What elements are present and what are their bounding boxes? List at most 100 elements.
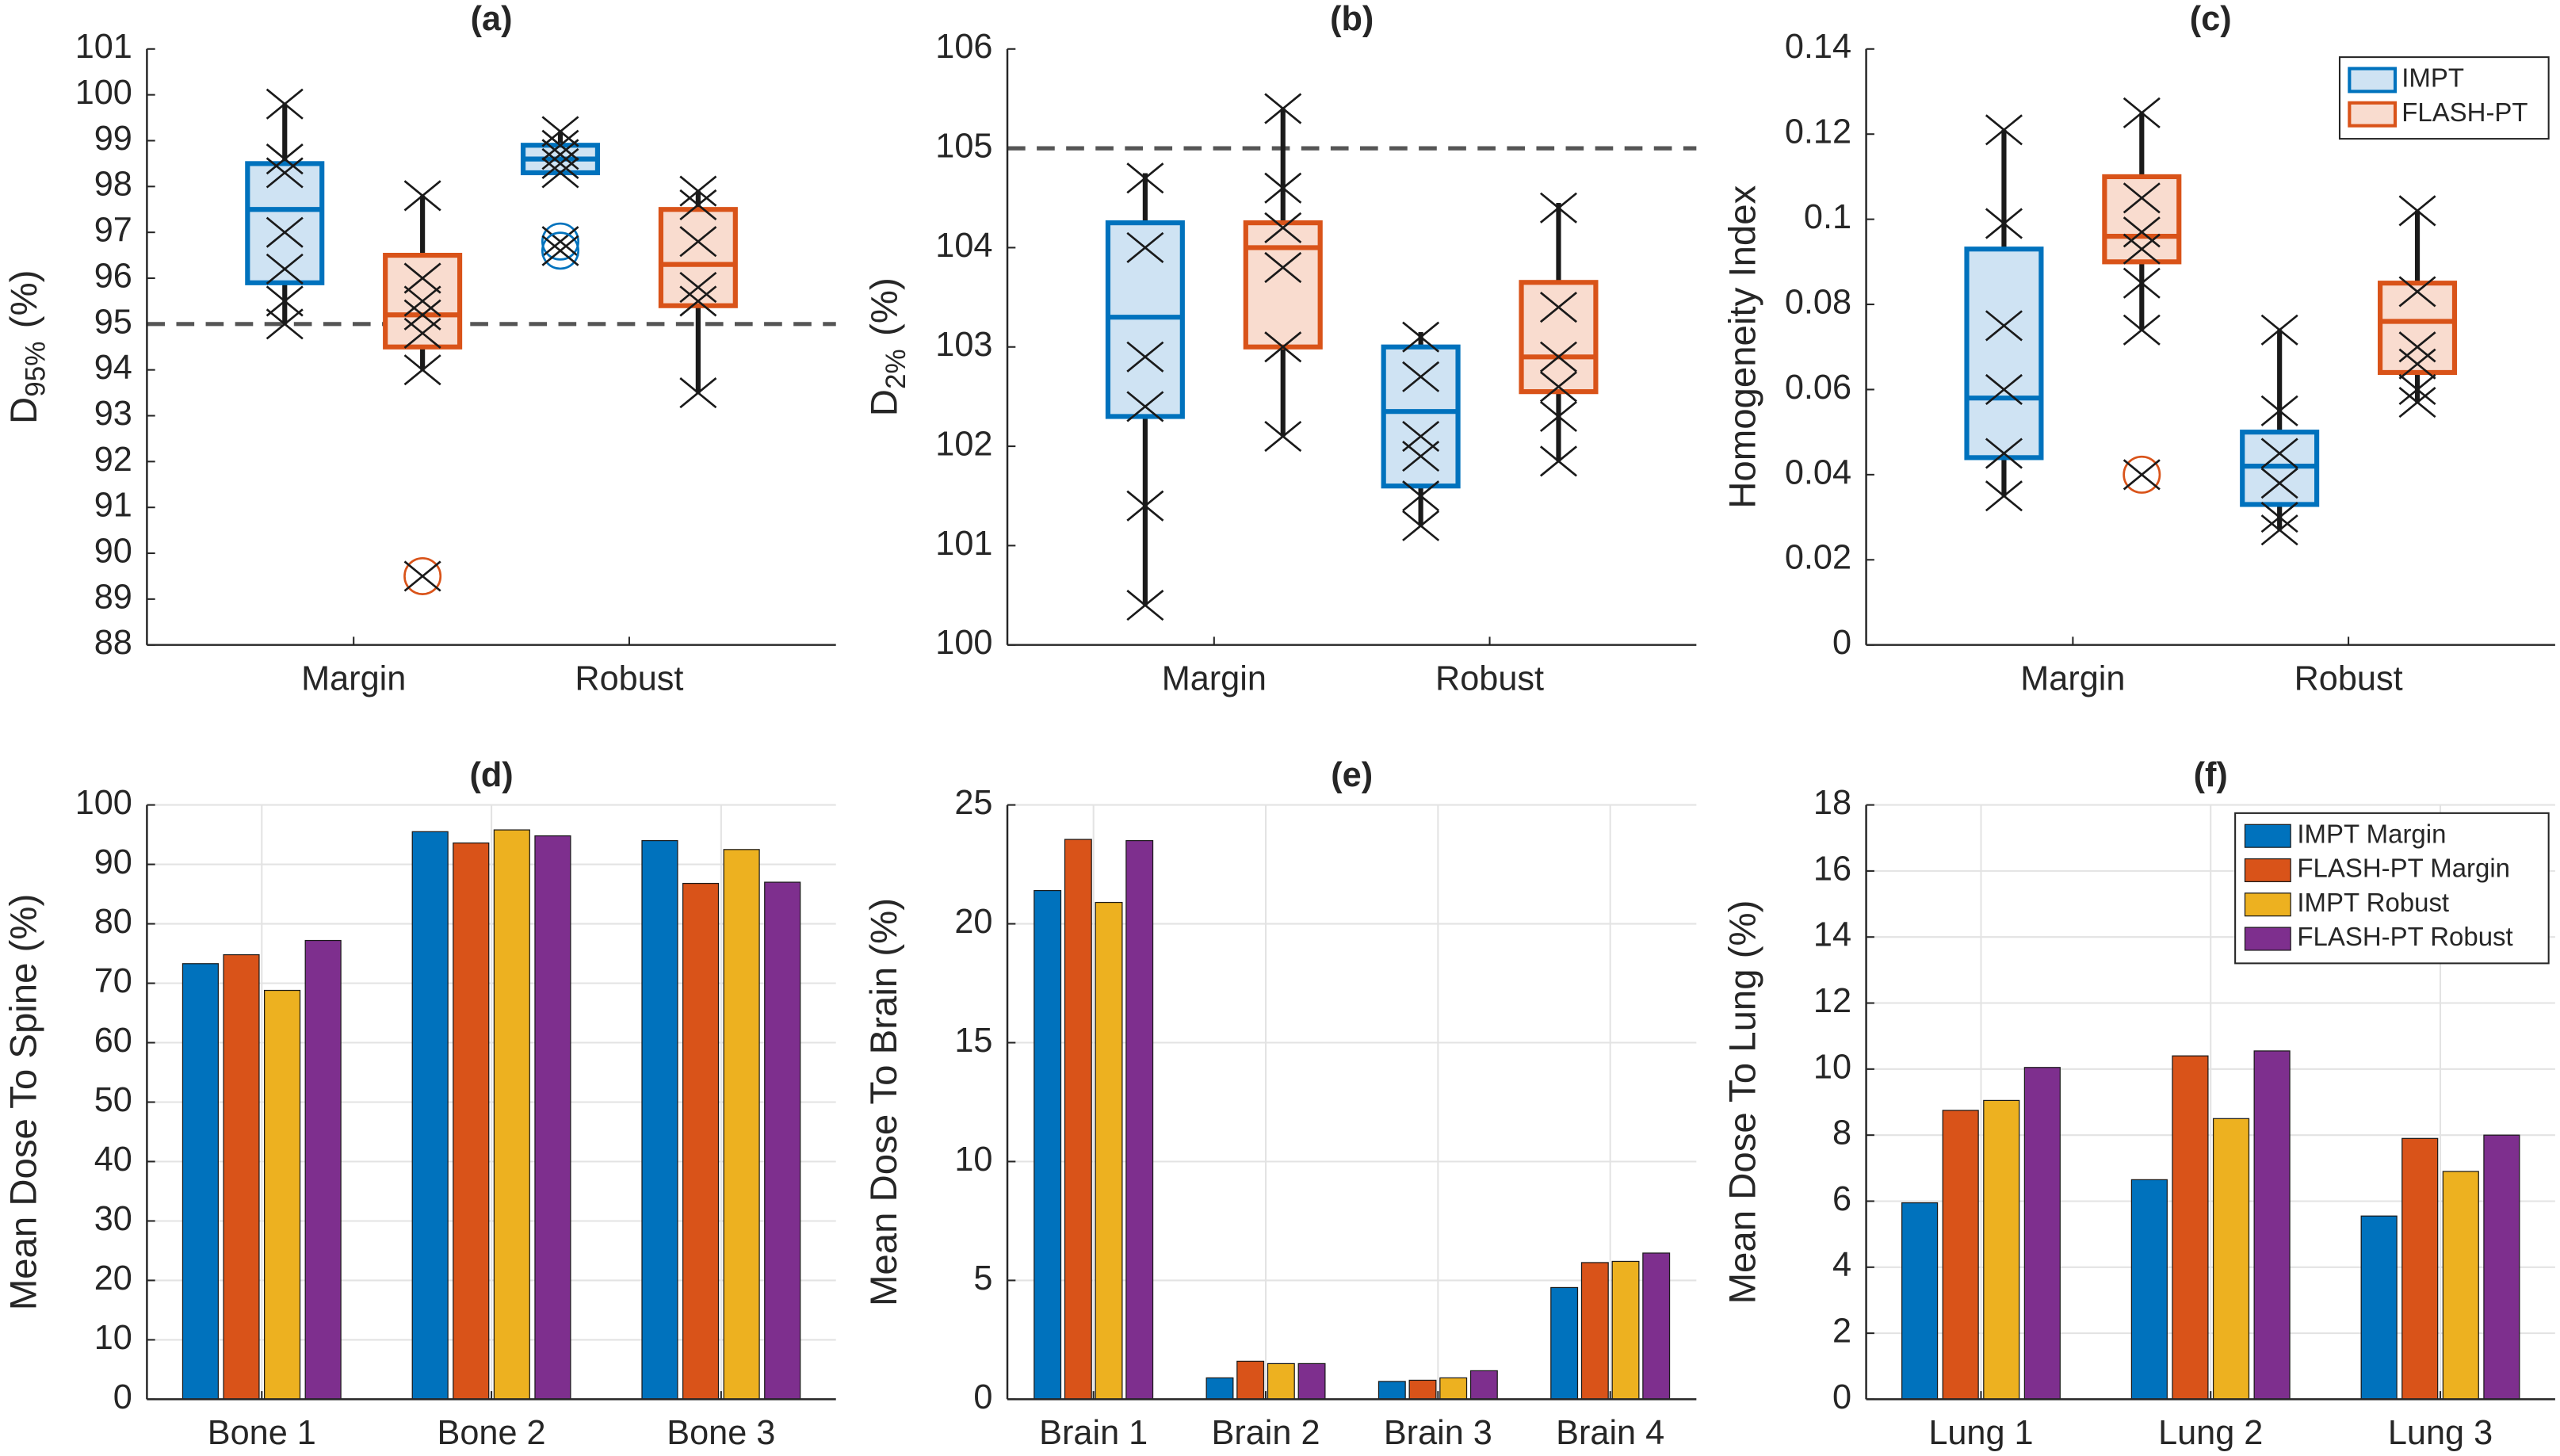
y-tick-label: 8 [1832, 1114, 1851, 1152]
bar [1125, 839, 1154, 1401]
data-point [2398, 386, 2436, 418]
y-axis-label: D2% (%) [863, 277, 911, 416]
y-tick-label: 92 [94, 441, 132, 479]
x-tick-label: Bone 1 [208, 1414, 316, 1452]
x-tick-label: Lung 1 [1928, 1414, 2033, 1452]
y-tick-label: 90 [94, 843, 132, 881]
bar [1095, 901, 1123, 1401]
y-tick-label: 30 [94, 1200, 132, 1238]
data-point [2123, 314, 2161, 346]
data-point [1539, 192, 1577, 224]
y-tick-label: 50 [94, 1081, 132, 1119]
bar [493, 829, 530, 1401]
bar [2023, 1067, 2061, 1401]
outlier [541, 222, 579, 261]
bar [682, 882, 720, 1401]
box [1964, 246, 2044, 460]
y-tick-label: 12 [1813, 982, 1851, 1020]
legend-label: FLASH-PT Robust [2297, 922, 2512, 951]
bar [1469, 1370, 1498, 1401]
box [1381, 344, 1461, 489]
panel-title: (c) [2190, 0, 2232, 38]
outlier [2123, 455, 2161, 494]
data-point [2260, 438, 2298, 469]
y-tick-label: 2 [1832, 1313, 1851, 1351]
y-tick-label: 101 [75, 28, 132, 66]
y-tick-label: 0 [1832, 624, 1851, 662]
y-tick-label: 98 [94, 166, 132, 204]
data-point [266, 88, 304, 120]
bar [181, 963, 219, 1401]
bar [304, 939, 342, 1401]
data-point [1126, 231, 1164, 264]
data-point [1539, 371, 1577, 403]
bar [223, 953, 260, 1401]
y-tick-label: 60 [94, 1022, 132, 1060]
y-tick-label: 16 [1813, 850, 1851, 888]
y-axis-label: D95% (%) [2, 270, 51, 424]
bar [2401, 1137, 2439, 1401]
legend-label: FLASH-PT [2401, 97, 2528, 127]
data-point [1985, 208, 2023, 239]
y-axis-label: Mean Dose To Lung (%) [1722, 900, 1764, 1305]
data-point [266, 285, 304, 317]
data-point [679, 189, 717, 221]
panel-title: (b) [1330, 0, 1374, 38]
outlier [403, 556, 442, 595]
x-tick-label: Robust [1435, 659, 1544, 697]
legend-swatch [2244, 927, 2291, 951]
data-point [1264, 420, 1302, 453]
data-point [1264, 93, 1302, 124]
bar [1611, 1260, 1640, 1401]
data-point [1985, 373, 2023, 406]
y-tick-label: 10 [1813, 1048, 1851, 1086]
bar [534, 835, 571, 1401]
data-point [1539, 341, 1577, 373]
x-tick-label: Margin [301, 659, 406, 697]
x-tick-label: Robust [575, 659, 683, 697]
y-tick-label: 5 [973, 1259, 992, 1297]
data-point [2123, 182, 2161, 214]
data-point [2398, 195, 2436, 227]
y-axis-label: Mean Dose To Spine (%) [2, 894, 44, 1311]
data-point [1539, 292, 1577, 323]
data-point [1264, 331, 1302, 363]
y-tick-label: 100 [75, 784, 132, 822]
bar [1267, 1362, 1295, 1401]
panel: 0 10 20 30 40 50 60 70 80 90 100 Bone 1 Bone 2 Bone 3… [2, 756, 836, 1452]
data-point [2260, 395, 2298, 426]
y-tick-label: 0 [973, 1378, 992, 1416]
y-label-sub: 2% [881, 349, 911, 389]
bar [1983, 1099, 2020, 1401]
data-point [1264, 251, 1302, 284]
data-point [403, 262, 441, 294]
x-tick-label: Brain 4 [1556, 1414, 1664, 1452]
y-tick-label: 101 [935, 525, 992, 563]
y-tick-label: 10 [954, 1141, 992, 1179]
y-tick-label: 0 [113, 1378, 132, 1416]
y-tick-label: 100 [935, 624, 992, 662]
bar [764, 881, 801, 1401]
y-axis-label: Homogeneity Index [1722, 185, 1764, 508]
data-point [541, 235, 579, 266]
y-label-sub: 95% [21, 342, 52, 397]
x-tick-label: Brain 3 [1384, 1414, 1492, 1452]
x-tick-label: Brain 1 [1039, 1414, 1148, 1452]
box [1519, 280, 1599, 395]
y-tick-label: 20 [94, 1259, 132, 1297]
legend-swatch [2244, 858, 2291, 883]
y-tick-label: 94 [94, 349, 132, 387]
y-tick-label: 0.04 [1785, 453, 1851, 491]
y-tick-label: 15 [954, 1022, 992, 1060]
y-tick-label: 99 [94, 120, 132, 158]
box [1105, 220, 1185, 419]
bar [2360, 1215, 2398, 1401]
data-point [1402, 480, 1440, 512]
data-point [2260, 314, 2298, 346]
data-point [541, 116, 579, 147]
x-tick-label: Lung 3 [2388, 1414, 2493, 1452]
data-point [2260, 514, 2298, 546]
legend-label: IMPT Margin [2297, 819, 2446, 848]
y-label-main: D [863, 389, 905, 416]
